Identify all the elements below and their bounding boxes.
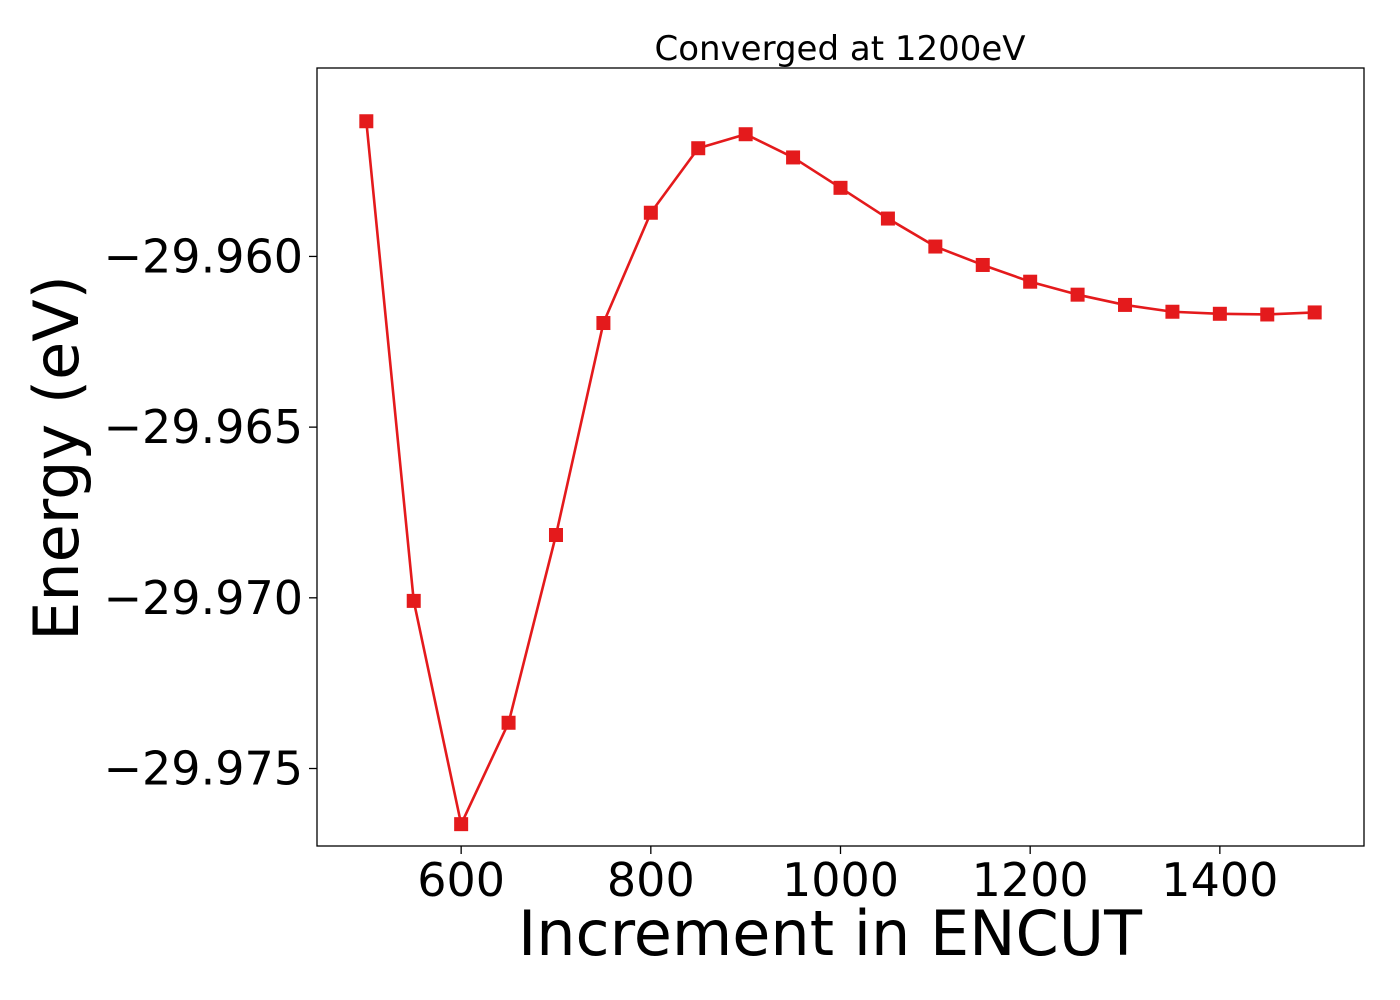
data-point-marker <box>1070 287 1085 302</box>
data-point-marker <box>1260 307 1275 322</box>
data-point-marker <box>928 239 943 254</box>
y-tick-label: −29.975 <box>104 742 304 796</box>
data-point-marker <box>1212 306 1227 321</box>
x-tick-label: 800 <box>607 853 695 907</box>
data-point-marker <box>1118 297 1133 312</box>
data-point-marker <box>454 817 469 832</box>
data-point-marker <box>1023 274 1038 289</box>
data-point-marker <box>833 180 848 195</box>
x-tick-label: 1200 <box>972 853 1089 907</box>
y-tick-label: −29.970 <box>104 571 304 625</box>
data-point-marker <box>786 150 801 165</box>
data-point-marker <box>596 316 611 331</box>
data-point-marker <box>1165 304 1180 319</box>
x-axis: 600 800 1000 1200 1400 <box>417 846 1278 907</box>
y-axis-label: Energy (eV) <box>20 275 93 641</box>
y-tick-label: −29.960 <box>104 229 304 283</box>
data-point-marker <box>975 257 990 272</box>
y-tick-label: −29.965 <box>104 400 304 454</box>
data-point-marker <box>643 205 658 220</box>
x-tick-label: 1400 <box>1161 853 1278 907</box>
chart-title: Converged at 1200eV <box>654 29 1025 69</box>
data-point-marker <box>880 211 895 226</box>
x-tick-label: 1000 <box>782 853 899 907</box>
x-tick-label: 600 <box>417 853 505 907</box>
x-axis-label: Increment in ENCUT <box>518 897 1143 970</box>
data-point-marker <box>738 127 753 142</box>
data-point-marker <box>501 715 516 730</box>
y-axis: −29.960 −29.965 −29.970 −29.975 <box>104 229 317 796</box>
data-point-marker <box>548 528 563 542</box>
data-point-marker <box>1307 305 1322 320</box>
plot-frame <box>316 67 1365 847</box>
data-point-marker <box>359 114 374 129</box>
data-point-marker <box>406 593 421 608</box>
plot-area <box>316 67 1365 847</box>
data-point-marker <box>691 141 706 156</box>
